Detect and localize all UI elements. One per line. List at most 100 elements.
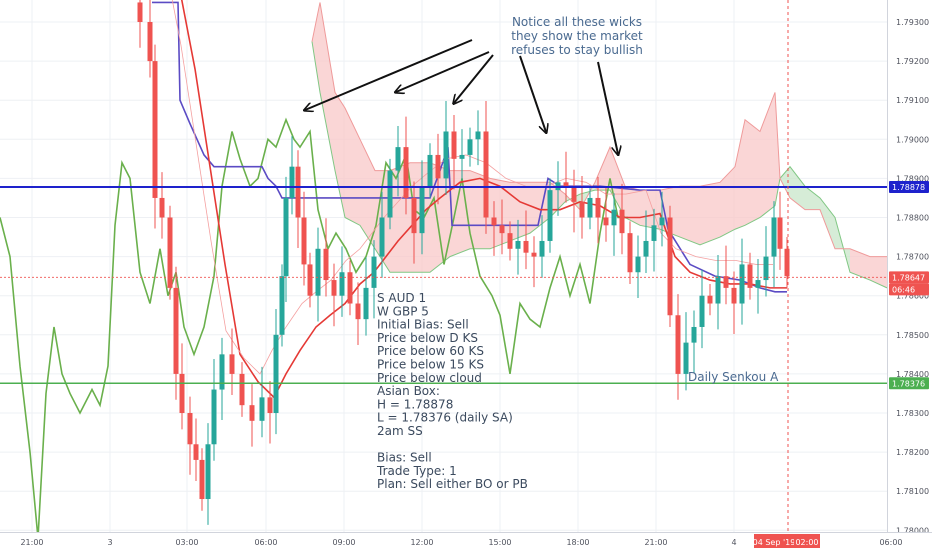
candle-body	[563, 182, 569, 187]
wicks-note-line[interactable]: they show the market	[511, 29, 643, 43]
plan-text-line[interactable]: Initial Bias: Sell	[377, 318, 469, 332]
price-axis[interactable]: 1.79300 1.79200 1.79100 1.79000 1.78900 1.788…	[887, 0, 932, 535]
time-tick-label: 4	[731, 538, 736, 547]
candle-body	[451, 131, 457, 159]
annotation-arrows[interactable]	[305, 39, 618, 154]
price-tick-label: 1.78300	[896, 409, 929, 418]
time-badge-label: 04 Sep '19	[753, 538, 796, 547]
cloud-segment	[820, 197, 835, 249]
candle-body	[619, 209, 625, 234]
candle-body	[539, 240, 545, 257]
candle-body	[595, 197, 601, 218]
price-badge-label: 1.78376	[892, 379, 925, 388]
candle-body	[323, 248, 329, 281]
time-tick-label: 09:00	[332, 538, 355, 547]
candle-body	[355, 303, 361, 320]
plan-text-line[interactable]: Price below D KS	[377, 331, 478, 345]
candle-body	[387, 170, 393, 218]
candle-body	[137, 2, 143, 22]
plan-text-line[interactable]: 2am SS	[377, 424, 423, 438]
time-tick-label: 21:00	[644, 538, 667, 547]
chikou-span	[0, 117, 628, 539]
cloud-segment	[312, 2, 320, 93]
plan-text-line[interactable]: Bias: Sell	[377, 451, 432, 465]
plan-text-line[interactable]: Price below 60 KS	[377, 344, 484, 358]
time-axis[interactable]: 21:00 3 03:00 06:00 09:00 12:00 15:00 18:00 21:0…	[0, 532, 932, 551]
candle-body	[579, 201, 585, 218]
cloud-segment	[625, 186, 640, 226]
annotation-arrow[interactable]	[396, 51, 490, 92]
candle-body	[699, 295, 705, 327]
candle-body	[587, 197, 593, 218]
time-tick-label: 06:00	[879, 538, 902, 547]
price-tick-label: 1.78500	[896, 331, 929, 340]
plan-text-line[interactable]: L = 1.78376 (daily SA)	[377, 411, 513, 425]
candle-body	[675, 315, 681, 374]
time-tick-label: 06:00	[254, 538, 277, 547]
candle-body	[147, 22, 153, 62]
price-badge	[889, 377, 929, 390]
wicks-note-line[interactable]: refuses to stay bullish	[511, 43, 643, 57]
time-tick-label: 21:00	[20, 538, 43, 547]
plan-text-line[interactable]: S AUD 1	[377, 291, 426, 305]
cloud-segment	[610, 147, 625, 218]
candle-body	[691, 326, 697, 343]
senkou-a-label[interactable]: Daily Senkou A	[688, 370, 779, 384]
cloud-segment	[320, 2, 335, 171]
candle-body	[219, 354, 225, 390]
price-tick-label: 1.79200	[896, 57, 929, 66]
price-tick-label: 1.78800	[896, 214, 929, 223]
candle-body	[635, 256, 641, 273]
candle-body	[295, 166, 301, 218]
cloud-segment	[790, 166, 805, 210]
cloud-segment	[745, 119, 760, 226]
candle-body	[152, 61, 158, 198]
candle-body	[301, 217, 307, 265]
candle-body	[659, 217, 665, 226]
plan-text-line[interactable]: Plan: Sell either BO or PB	[377, 477, 528, 491]
annotation-arrow[interactable]	[519, 55, 546, 132]
price-tick-label: 1.78200	[896, 448, 929, 457]
horizontal-levels[interactable]	[0, 0, 887, 532]
candle-body	[289, 166, 295, 198]
plan-text-line[interactable]: W GBP 5	[377, 304, 429, 318]
candle-body	[683, 342, 689, 374]
annotation-arrow[interactable]	[305, 39, 473, 110]
cloud-segment	[450, 170, 470, 257]
cloud-segment	[490, 178, 510, 249]
candle-body	[707, 295, 713, 304]
candle-body	[667, 217, 673, 316]
candle-body	[523, 240, 529, 253]
candle-body	[179, 373, 185, 413]
plan-text-line[interactable]: Trade Type: 1	[376, 464, 457, 478]
candle-body	[499, 225, 505, 234]
candle-body	[411, 197, 417, 234]
candle-body	[467, 139, 473, 155]
candle-body	[239, 373, 245, 406]
price-badge	[889, 271, 929, 284]
cloud-segment	[360, 139, 375, 249]
cloud-segment	[595, 147, 610, 191]
plan-text-line[interactable]: H = 1.78878	[377, 397, 453, 411]
price-badge-label: 1.78647	[892, 273, 925, 282]
price-tick-label: 1.78900	[896, 174, 929, 183]
wicks-note-line[interactable]: Notice all these wicks	[512, 15, 642, 29]
candle-body	[273, 334, 279, 413]
annotation-arrow[interactable]	[597, 61, 618, 154]
cloud-segment	[850, 248, 870, 281]
candle-body	[571, 186, 577, 202]
plan-text-line[interactable]: Price below cloud	[377, 371, 482, 385]
candle-body	[731, 287, 737, 304]
candle-body	[627, 233, 633, 273]
candle-body	[331, 280, 337, 296]
candle-body	[249, 405, 255, 421]
candle-body	[315, 248, 321, 296]
annotation-arrow[interactable]	[454, 54, 494, 103]
candle-body	[507, 233, 513, 249]
plan-text-line[interactable]: Price below 15 KS	[377, 358, 484, 372]
plan-text-line[interactable]: Asian Box:	[377, 384, 440, 398]
candle-body	[395, 147, 401, 171]
